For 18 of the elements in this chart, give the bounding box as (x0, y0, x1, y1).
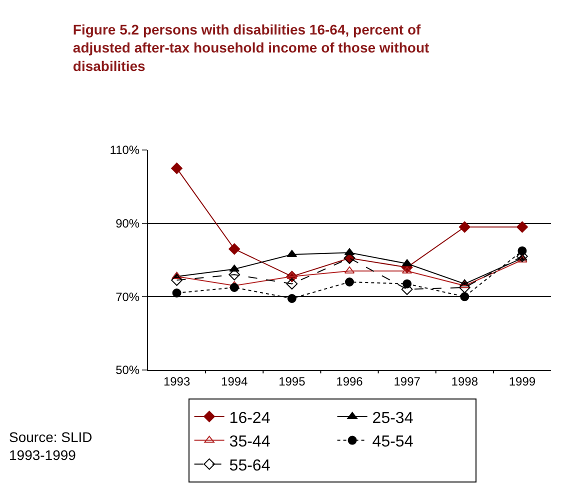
chart-title: Figure 5.2 persons with disabilities 16-64, percent of adjusted after-tax household income of those without disabilities (72, 22, 430, 74)
legend-label: 45-54 (372, 434, 414, 451)
y-tick-label: 110% (110, 143, 140, 158)
x-tick-label: 1996 (336, 374, 364, 388)
y-tick-label: 90% (116, 216, 140, 231)
x-tick-label: 1994 (221, 374, 248, 388)
x-tick-label: 1997 (394, 374, 421, 388)
x-tick-label: 1995 (278, 374, 306, 388)
source-note: Source: SLID 1993-1999 (9, 429, 92, 464)
legend-label: 35-44 (229, 434, 270, 451)
x-tick-label: 1993 (163, 374, 190, 388)
y-tick-label: 70% (116, 290, 140, 304)
legend-label: 25-34 (372, 410, 414, 427)
x-tick-label: 1998 (451, 374, 478, 388)
y-tick-label: 50% (116, 363, 140, 378)
legend-label: 16-24 (229, 410, 270, 427)
x-tick-label: 1999 (508, 374, 536, 388)
legend-label: 55-64 (229, 457, 270, 474)
